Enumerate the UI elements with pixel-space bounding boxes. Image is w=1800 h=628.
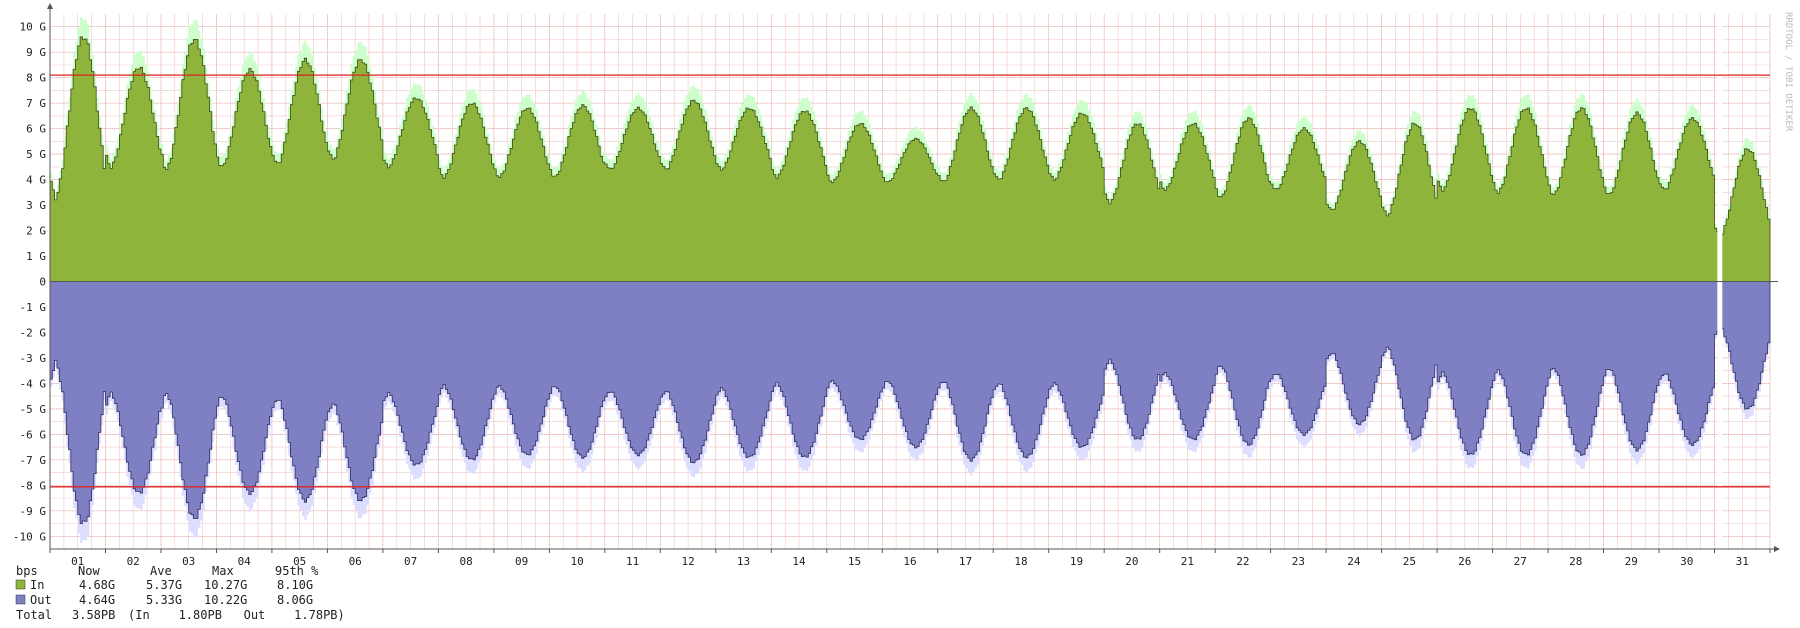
y-tick-label: 3 G <box>26 199 46 212</box>
x-tick-label: 17 <box>959 555 972 568</box>
legend-in-ave: 5.37G <box>146 578 182 592</box>
x-tick-label: 22 <box>1236 555 1249 568</box>
y-axis-arrow <box>47 3 53 9</box>
legend-header-ave: Ave <box>150 564 172 578</box>
y-tick-label: 6 G <box>26 123 46 136</box>
legend-swatch-out <box>15 594 26 605</box>
legend-in-max: 10.27G <box>204 578 247 592</box>
legend-in-name: In <box>30 578 44 592</box>
x-tick-label: 26 <box>1458 555 1471 568</box>
x-tick-label: 25 <box>1403 555 1416 568</box>
y-tick-label: 2 G <box>26 225 46 238</box>
x-tick-label: 20 <box>1125 555 1138 568</box>
axes <box>47 3 1780 553</box>
y-tick-label: 10 G <box>20 21 47 34</box>
legend-swatch-in <box>15 579 26 590</box>
x-tick-label: 15 <box>848 555 861 568</box>
x-tick-label: 23 <box>1292 555 1305 568</box>
x-axis-labels: 01 02 03 04 05 06 07 08 09 10 11 12 13 14 15 16 17 18 19 20… <box>71 555 1749 568</box>
y-tick-label: -6 G <box>20 428 47 441</box>
x-tick-label: 27 <box>1514 555 1527 568</box>
out-area <box>49 281 1771 524</box>
x-tick-label: 19 <box>1070 555 1083 568</box>
x-tick-label: 21 <box>1181 555 1194 568</box>
x-tick-label: 18 <box>1014 555 1027 568</box>
legend-out-p95: 8.06G <box>277 593 313 607</box>
legend-header-p95: 95th % <box>275 564 319 578</box>
in-area <box>49 36 1771 282</box>
y-tick-label: 1 G <box>26 250 46 263</box>
legend-out-max: 10.22G <box>204 593 247 607</box>
y-tick-label: 0 <box>39 276 46 289</box>
legend-header-max: Max <box>212 564 234 578</box>
y-tick-label: -1 G <box>20 301 47 314</box>
y-tick-label: 8 G <box>26 72 46 85</box>
x-tick-label: 16 <box>903 555 916 568</box>
x-tick-label: 02 <box>127 555 140 568</box>
x-tick-label: 07 <box>404 555 417 568</box>
legend-header-unit: bps <box>16 564 38 578</box>
x-tick-label: 08 <box>459 555 472 568</box>
legend-in-p95: 8.10G <box>277 578 313 592</box>
legend-total-label: Total <box>16 608 52 622</box>
legend-in-now: 4.68G <box>79 578 115 592</box>
y-tick-label: -10 G <box>13 530 46 543</box>
y-tick-label: -5 G <box>20 403 47 416</box>
y-tick-label: -9 G <box>20 505 47 518</box>
percentile-lines <box>50 74 1770 488</box>
x-tick-label: 13 <box>737 555 750 568</box>
x-axis-arrow <box>1774 546 1780 552</box>
legend: bps Now Ave Max 95th % In 4.68G 5.37G 10… <box>15 564 345 622</box>
y-tick-label: 4 G <box>26 174 46 187</box>
x-tick-label: 05 <box>293 555 306 568</box>
x-tick-label: 01 <box>71 555 84 568</box>
y-tick-label: 7 G <box>26 97 46 110</box>
x-tick-label: 10 <box>570 555 583 568</box>
rrdtool-watermark: RRDTOOL / TOBI OETIKER <box>1783 12 1793 132</box>
legend-out-name: Out <box>30 593 52 607</box>
x-tick-label: 04 <box>238 555 252 568</box>
legend-out-ave: 5.33G <box>146 593 182 607</box>
legend-total-value: 3.58PB <box>72 608 115 622</box>
x-tick-label: 03 <box>182 555 195 568</box>
x-tick-label: 06 <box>349 555 362 568</box>
traffic-areas <box>49 14 1771 549</box>
y-tick-label: -8 G <box>20 479 47 492</box>
x-tick-label: 12 <box>681 555 694 568</box>
y-tick-label: -2 G <box>20 327 47 340</box>
x-tick-label: 28 <box>1569 555 1582 568</box>
y-tick-label: 5 G <box>26 148 46 161</box>
x-tick-label: 30 <box>1680 555 1693 568</box>
x-tick-label: 14 <box>792 555 806 568</box>
x-tick-label: 29 <box>1625 555 1638 568</box>
x-tick-label: 09 <box>515 555 528 568</box>
legend-total-detail: (In 1.80PB Out 1.78PB) <box>128 608 345 622</box>
legend-out-now: 4.64G <box>79 593 115 607</box>
x-tick-label: 24 <box>1347 555 1361 568</box>
y-tick-label: 9 G <box>26 46 46 59</box>
y-tick-label: -3 G <box>20 352 47 365</box>
x-tick-label: 31 <box>1736 555 1749 568</box>
x-tick-label: 11 <box>626 555 639 568</box>
y-tick-label: -7 G <box>20 454 47 467</box>
y-tick-label: -4 G <box>20 377 47 390</box>
y-axis-labels: 10 G 9 G 8 G 7 G 6 G 5 G 4 G 3 G 2 G 1 G 0 -1 G -2 G… <box>13 21 46 544</box>
legend-header-now: Now <box>78 564 100 578</box>
